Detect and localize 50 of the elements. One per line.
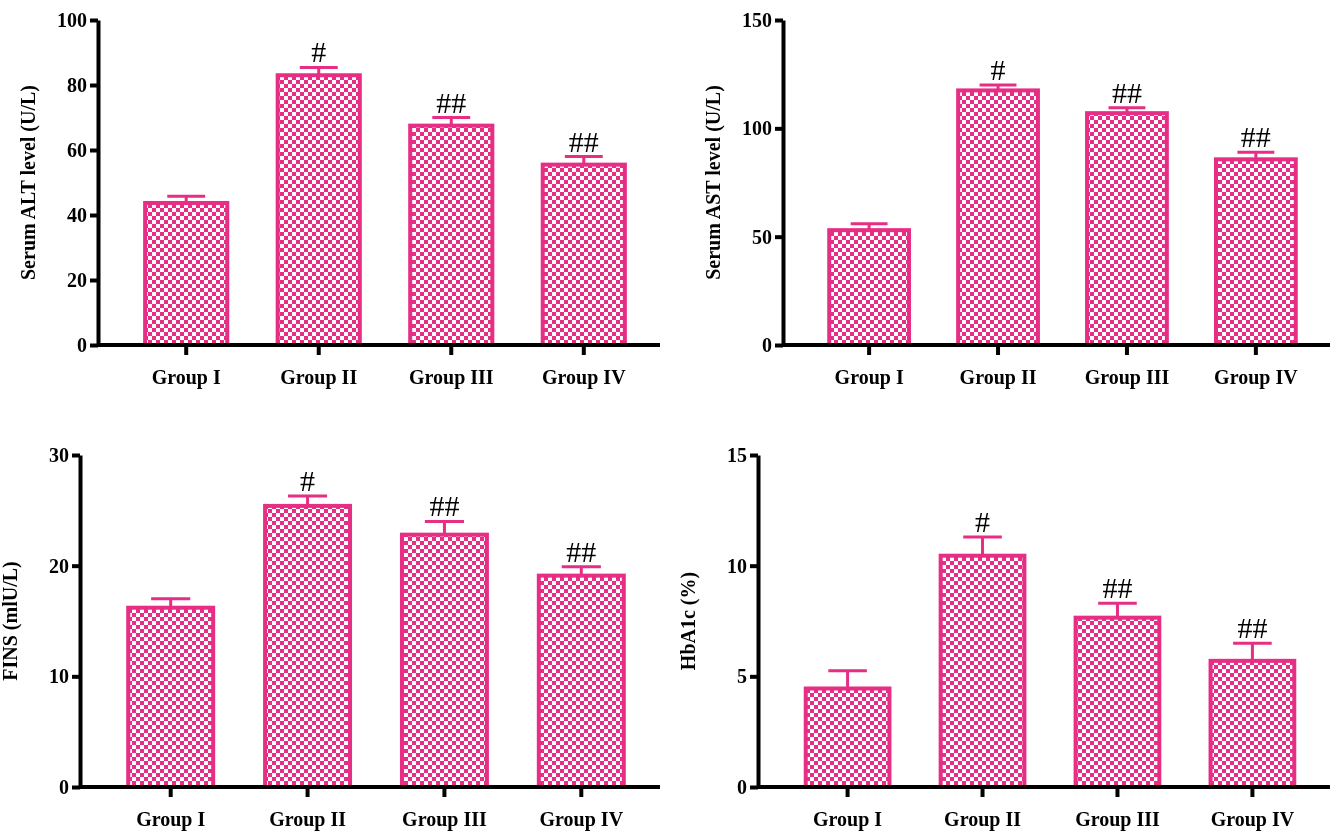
annotation: ##	[436, 85, 467, 119]
x-tick-label: Group III	[1084, 366, 1170, 389]
annotation: #	[311, 35, 327, 69]
x-tick-label: Group I	[834, 366, 904, 389]
y-tick-label: 20	[49, 554, 69, 577]
y-tick-label: 0	[77, 333, 87, 356]
annotation: ##	[566, 534, 597, 568]
x-tick-label: Group IV	[539, 808, 624, 831]
annotation: ##	[1111, 75, 1142, 109]
y-tick-label: 100	[742, 117, 772, 140]
x-tick-label: Group II	[959, 366, 1037, 389]
x-tick-label: Group III	[408, 366, 494, 389]
annotation: ##	[1237, 611, 1268, 645]
annotation: ##	[1240, 120, 1271, 154]
y-tick-label: 10	[727, 554, 747, 577]
x-tick-label: Group III	[1075, 808, 1161, 831]
y-tick-label: 30	[49, 443, 69, 466]
y-tick-label: 150	[742, 8, 772, 31]
y-tick-label: 80	[67, 73, 87, 96]
y-tick-label: 5	[737, 665, 747, 688]
y-tick-label: 100	[57, 8, 87, 31]
x-tick-label: Group IV	[542, 366, 627, 389]
x-tick-label: Group II	[269, 808, 347, 831]
x-tick-label: Group III	[402, 808, 487, 831]
y-tick-label: 0	[737, 775, 747, 798]
x-tick-label: Group IV	[1210, 808, 1295, 831]
x-tick-label: Group IV	[1214, 366, 1299, 389]
annotation: ##	[1102, 571, 1133, 605]
y-tick-label: 40	[67, 203, 87, 226]
y-tick-label: 60	[67, 138, 87, 161]
y-axis-title: HbA1c (%)	[677, 571, 700, 671]
y-tick-label: 50	[752, 225, 772, 248]
x-tick-label: Group I	[151, 366, 221, 389]
y-axis-title: Serum ALT level (U/L)	[17, 84, 40, 281]
y-axis-title: FINS (mlU/L)	[0, 561, 22, 681]
annotation: #	[975, 504, 991, 538]
x-tick-label: Group I	[136, 808, 206, 831]
y-tick-label: 0	[762, 333, 772, 356]
y-tick-label: 20	[67, 268, 87, 291]
y-axis-title: Serum AST level (U/L)	[702, 85, 725, 280]
x-tick-label: Group II	[944, 808, 1022, 831]
y-tick-label: 10	[49, 665, 69, 688]
x-tick-label: Group I	[813, 808, 883, 831]
annotation: ##	[429, 489, 460, 523]
annotation: #	[990, 53, 1006, 86]
y-tick-label: 0	[59, 775, 69, 798]
annotation: #	[300, 463, 316, 497]
annotation: ##	[568, 124, 599, 158]
y-tick-label: 15	[727, 443, 747, 466]
x-tick-label: Group II	[280, 366, 358, 389]
